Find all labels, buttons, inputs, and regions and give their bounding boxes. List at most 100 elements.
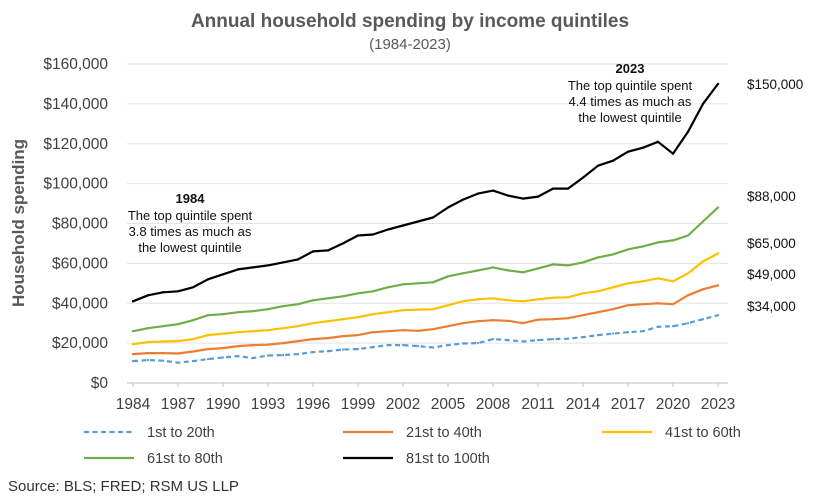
data-point	[416, 282, 420, 285]
data-point	[641, 245, 645, 248]
data-point	[521, 340, 525, 343]
x-tick-label: 2017	[611, 396, 645, 413]
data-point	[491, 338, 495, 341]
annotation-left-line2: 3.8 times as much as	[129, 224, 252, 239]
series-points-1	[131, 284, 720, 356]
data-point	[671, 239, 675, 242]
data-point	[656, 302, 660, 305]
data-point	[251, 266, 255, 269]
end-label-21-40: $49,000	[747, 267, 796, 282]
data-point	[431, 281, 435, 284]
legend: 1st to 20th 21st to 40th 41st to 60th 61…	[84, 425, 741, 467]
data-point	[536, 195, 540, 198]
data-point	[236, 345, 240, 348]
data-point	[251, 330, 255, 333]
data-point	[596, 334, 600, 337]
data-point	[581, 336, 585, 339]
data-point	[371, 290, 375, 293]
data-point	[296, 258, 300, 261]
chart-title: Annual household spending by income quin…	[191, 11, 629, 32]
data-point	[686, 294, 690, 297]
y-tick-label: $120,000	[43, 136, 108, 153]
data-point	[326, 320, 330, 323]
data-point	[701, 288, 705, 291]
y-tick-label: $160,000	[43, 56, 108, 73]
data-point	[461, 342, 465, 345]
data-point	[656, 241, 660, 244]
data-point	[476, 269, 480, 272]
data-point	[281, 261, 285, 264]
data-point	[386, 330, 390, 333]
data-point	[266, 354, 270, 357]
data-point	[491, 266, 495, 269]
annotation-left-line3: the lowest quintile	[138, 240, 241, 255]
annotation-right-line1: The top quintile spent	[568, 78, 693, 93]
data-point	[146, 294, 150, 297]
data-point	[356, 316, 360, 319]
data-point	[341, 348, 345, 351]
y-tick-label: $60,000	[52, 255, 108, 272]
data-point	[221, 313, 225, 316]
data-point	[341, 318, 345, 321]
data-point	[581, 176, 585, 179]
y-axis-ticks: $0 $20,000 $40,000 $60,000 $80,000 $100,000 $1…	[43, 56, 108, 392]
data-point	[476, 298, 480, 301]
data-point	[266, 343, 270, 346]
annotation-right-line3: the lowest quintile	[578, 110, 681, 125]
data-point	[716, 284, 720, 287]
data-point	[611, 286, 615, 289]
data-point	[146, 358, 150, 362]
data-point	[146, 327, 150, 330]
series-points-2	[131, 252, 720, 346]
data-point	[641, 280, 645, 283]
data-point	[581, 292, 585, 295]
data-point	[416, 345, 420, 348]
data-point	[266, 308, 270, 311]
legend-label-1-20: 1st to 20th	[147, 425, 215, 441]
series-line-1	[131, 284, 720, 356]
data-point	[176, 290, 180, 293]
data-point	[446, 206, 450, 209]
data-point	[221, 332, 225, 335]
data-point	[551, 263, 555, 266]
series-line-2	[131, 252, 720, 346]
data-point	[596, 256, 600, 259]
data-point	[176, 352, 180, 355]
data-point	[566, 317, 570, 320]
data-point	[671, 152, 675, 155]
data-point	[521, 300, 525, 303]
data-point	[206, 278, 210, 281]
data-point	[671, 280, 675, 283]
data-point	[686, 130, 690, 133]
data-point	[296, 325, 300, 328]
data-point	[701, 260, 705, 263]
data-point	[206, 334, 210, 337]
data-point	[236, 354, 240, 358]
data-point	[206, 348, 210, 351]
data-point	[161, 340, 165, 343]
data-point	[536, 339, 540, 342]
data-point	[146, 351, 150, 355]
series-line-0	[132, 314, 719, 364]
data-point	[446, 344, 450, 347]
y-tick-label: $20,000	[52, 335, 108, 352]
data-point	[446, 275, 450, 278]
data-point	[611, 159, 615, 162]
data-point	[536, 267, 540, 270]
data-point	[506, 319, 510, 322]
data-point	[686, 322, 690, 325]
gridlines	[127, 63, 728, 384]
data-point	[266, 329, 270, 332]
data-point	[566, 296, 570, 299]
data-point	[191, 359, 195, 363]
data-point	[251, 344, 255, 347]
x-tick-label: 2008	[476, 396, 510, 413]
data-point	[176, 361, 180, 364]
x-tick-label: 2005	[431, 396, 465, 413]
data-point	[161, 359, 165, 362]
data-point	[701, 102, 705, 105]
data-point	[236, 331, 240, 334]
data-point	[461, 272, 465, 275]
legend-label-81-100: 81st to 100th	[406, 451, 490, 467]
x-tick-label: 2002	[386, 396, 420, 413]
